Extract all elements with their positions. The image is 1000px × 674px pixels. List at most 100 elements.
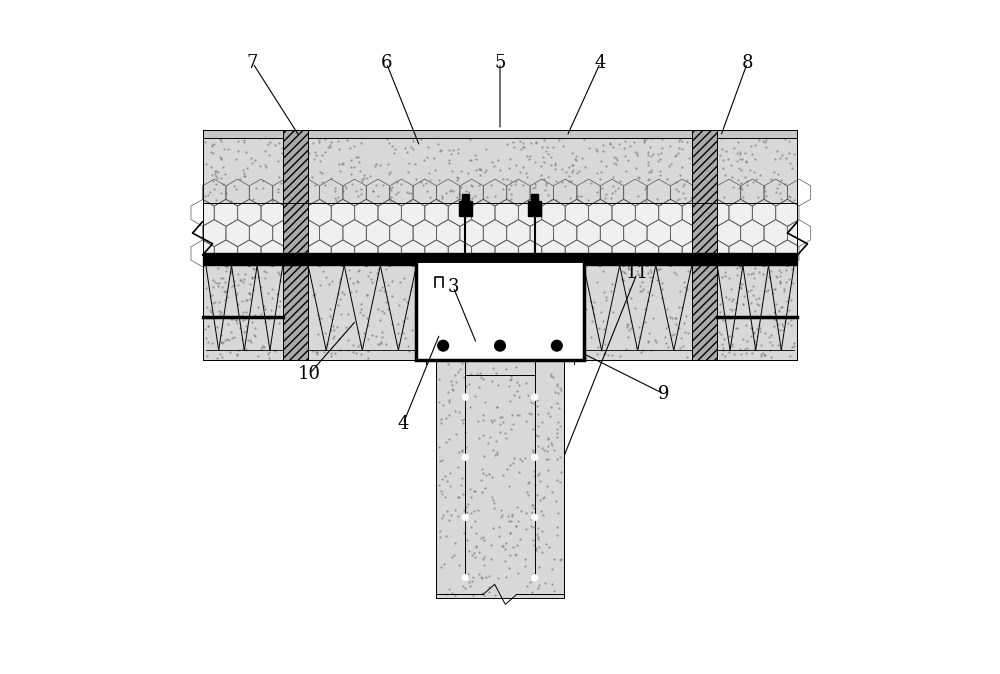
Point: [454, 444, 470, 455]
Point: [583, 177, 599, 188]
Point: [634, 286, 650, 297]
Text: 9: 9: [658, 385, 670, 403]
Point: [471, 432, 487, 443]
Point: [481, 587, 497, 598]
Point: [732, 147, 748, 158]
Point: [658, 338, 674, 348]
Point: [305, 137, 321, 148]
Point: [647, 334, 663, 345]
Point: [497, 130, 513, 141]
Point: [375, 180, 391, 191]
Point: [362, 266, 378, 277]
Point: [460, 498, 476, 509]
Point: [244, 273, 260, 284]
Point: [578, 353, 594, 363]
Point: [715, 154, 731, 165]
Point: [756, 349, 772, 360]
Point: [543, 160, 559, 171]
Point: [619, 322, 635, 333]
Point: [276, 142, 292, 152]
Point: [525, 446, 541, 457]
Point: [628, 162, 644, 173]
Text: 11: 11: [626, 264, 649, 282]
Point: [452, 363, 468, 374]
Point: [289, 186, 305, 197]
Point: [539, 446, 555, 456]
Point: [668, 268, 684, 279]
Point: [675, 180, 691, 191]
Point: [475, 553, 491, 564]
Point: [266, 345, 282, 356]
Point: [639, 133, 655, 144]
Point: [250, 271, 266, 282]
Point: [281, 172, 297, 183]
Point: [501, 563, 517, 574]
Point: [203, 162, 219, 173]
Point: [473, 571, 489, 582]
Point: [486, 160, 502, 171]
Point: [236, 168, 252, 179]
Point: [213, 135, 229, 146]
Point: [548, 194, 564, 205]
Point: [500, 511, 516, 522]
Point: [401, 188, 417, 199]
Point: [621, 324, 637, 335]
Point: [509, 501, 525, 512]
Point: [751, 320, 767, 331]
Point: [364, 329, 380, 340]
Point: [652, 166, 668, 177]
Point: [757, 186, 773, 197]
Point: [747, 344, 763, 355]
Point: [312, 317, 328, 328]
Point: [740, 286, 756, 297]
Point: [260, 349, 276, 360]
Point: [230, 135, 246, 146]
Point: [737, 344, 753, 355]
Point: [337, 181, 353, 191]
Point: [489, 402, 505, 412]
Point: [271, 172, 287, 183]
Point: [604, 279, 620, 290]
Point: [395, 315, 411, 326]
Point: [595, 145, 611, 156]
Point: [602, 138, 618, 149]
Point: [598, 160, 614, 171]
Point: [287, 134, 303, 145]
Point: [341, 265, 357, 276]
Point: [513, 506, 529, 516]
Point: [516, 142, 532, 153]
Point: [271, 301, 287, 311]
Point: [444, 166, 460, 177]
Point: [617, 135, 633, 146]
Point: [485, 523, 501, 534]
Point: [485, 363, 501, 373]
Point: [642, 272, 658, 282]
Point: [369, 268, 385, 278]
Point: [443, 149, 459, 160]
Point: [547, 160, 563, 171]
Point: [372, 159, 388, 170]
Point: [255, 175, 271, 186]
Point: [729, 262, 745, 273]
Point: [365, 185, 381, 196]
Point: [509, 386, 525, 396]
Point: [432, 526, 448, 537]
Point: [620, 262, 636, 273]
Point: [434, 512, 450, 523]
Point: [457, 427, 473, 438]
Point: [475, 430, 491, 441]
Point: [729, 156, 745, 166]
Point: [208, 179, 224, 189]
Point: [320, 142, 336, 152]
Point: [724, 305, 740, 316]
Bar: [416, 260, 584, 361]
Point: [317, 133, 333, 144]
Point: [621, 264, 637, 274]
Point: [498, 363, 514, 374]
Point: [400, 340, 416, 351]
Point: [600, 349, 616, 360]
Point: [264, 293, 280, 303]
Point: [498, 433, 514, 443]
Point: [388, 188, 404, 199]
Point: [662, 311, 678, 322]
